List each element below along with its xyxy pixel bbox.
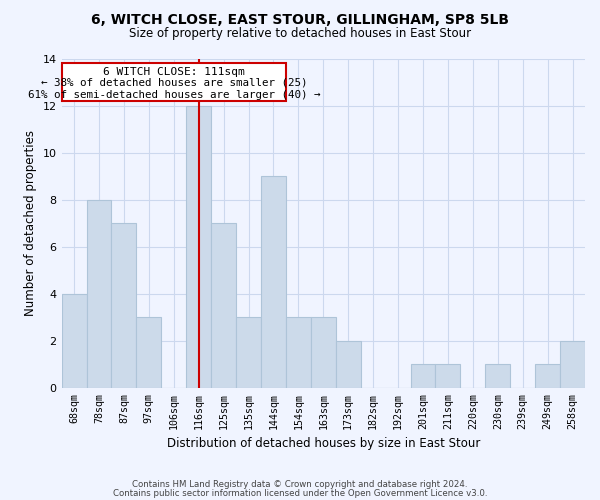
Bar — [311, 318, 336, 388]
Y-axis label: Number of detached properties: Number of detached properties — [24, 130, 37, 316]
Text: Contains HM Land Registry data © Crown copyright and database right 2024.: Contains HM Land Registry data © Crown c… — [132, 480, 468, 489]
Bar — [112, 224, 136, 388]
Text: ← 38% of detached houses are smaller (25): ← 38% of detached houses are smaller (25… — [41, 78, 307, 88]
Bar — [186, 106, 211, 388]
Bar — [436, 364, 460, 388]
Bar — [336, 341, 361, 388]
X-axis label: Distribution of detached houses by size in East Stour: Distribution of detached houses by size … — [167, 437, 480, 450]
FancyBboxPatch shape — [62, 62, 286, 102]
Bar — [286, 318, 311, 388]
Bar — [535, 364, 560, 388]
Bar — [62, 294, 86, 388]
Text: 6, WITCH CLOSE, EAST STOUR, GILLINGHAM, SP8 5LB: 6, WITCH CLOSE, EAST STOUR, GILLINGHAM, … — [91, 12, 509, 26]
Text: 6 WITCH CLOSE: 111sqm: 6 WITCH CLOSE: 111sqm — [103, 67, 245, 77]
Bar — [485, 364, 510, 388]
Text: Contains public sector information licensed under the Open Government Licence v3: Contains public sector information licen… — [113, 488, 487, 498]
Bar — [261, 176, 286, 388]
Bar — [86, 200, 112, 388]
Bar — [560, 341, 585, 388]
Bar — [211, 224, 236, 388]
Text: Size of property relative to detached houses in East Stour: Size of property relative to detached ho… — [129, 28, 471, 40]
Bar — [136, 318, 161, 388]
Bar — [236, 318, 261, 388]
Bar — [410, 364, 436, 388]
Text: 61% of semi-detached houses are larger (40) →: 61% of semi-detached houses are larger (… — [28, 90, 320, 100]
